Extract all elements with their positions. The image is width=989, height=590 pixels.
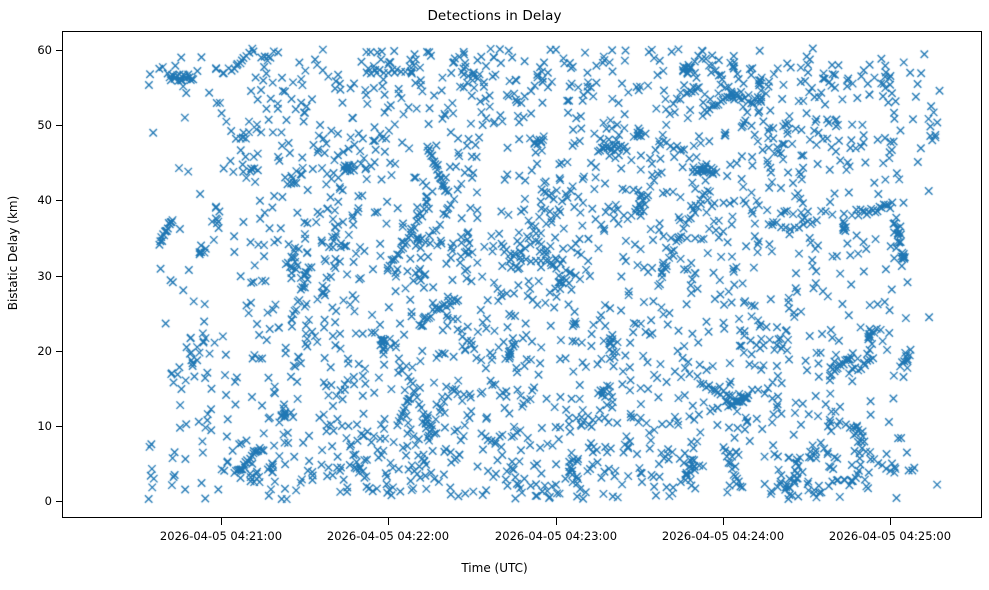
x-tick-mark (890, 518, 891, 525)
x-tick-mark (723, 518, 724, 525)
y-axis-tick-labels: 0 10 20 30 40 50 60 (0, 0, 52, 590)
y-tick-mark (55, 125, 63, 127)
y-axis-label-container: Bistatic Delay (km) (6, 103, 26, 403)
x-tick-label: 2026-04-05 04:23:00 (494, 529, 618, 543)
chart-title: Detections in Delay (427, 8, 562, 24)
y-axis-label: Bistatic Delay (km) (6, 195, 20, 311)
x-axis-label: Time (UTC) (461, 561, 528, 575)
y-tick-mark (55, 275, 63, 277)
y-tick-mark (55, 350, 63, 352)
x-tick-mark (221, 518, 222, 525)
y-tick-label: 30 (37, 268, 52, 283)
y-tick-label: 0 (44, 494, 52, 509)
x-tick-mark (388, 518, 389, 525)
y-tick-mark (55, 426, 63, 428)
y-tick-mark (55, 501, 63, 503)
y-tick-label: 50 (37, 118, 52, 133)
y-tick-mark (55, 200, 63, 202)
x-tick-label: 2026-04-05 04:25:00 (828, 529, 952, 543)
x-tick-label: 2026-04-05 04:21:00 (159, 529, 283, 543)
scatter-canvas (63, 32, 981, 517)
y-tick-mark (55, 49, 63, 51)
y-tick-label: 20 (37, 343, 52, 358)
x-tick-label: 2026-04-05 04:24:00 (661, 529, 785, 543)
plot-area (62, 31, 982, 518)
y-tick-label: 60 (37, 42, 52, 57)
y-tick-label: 10 (37, 419, 52, 434)
y-tick-label: 40 (37, 193, 52, 208)
x-tick-label: 2026-04-05 04:22:00 (326, 529, 450, 543)
x-tick-mark (556, 518, 557, 525)
